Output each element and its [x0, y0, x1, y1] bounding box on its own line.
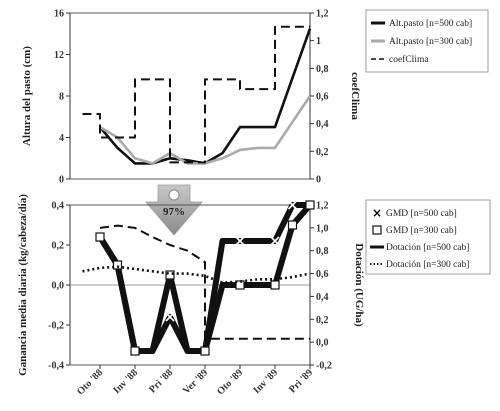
- bottom-x-tick-label: Pri '88: [147, 367, 175, 395]
- arrow-percent-label: 97%: [163, 206, 185, 218]
- legend-label-gmd-500: GMD [n=500 cab]: [386, 209, 457, 219]
- top-right-ticks: 0 0,2 0,4 0,6 0,8 1 1,2: [310, 9, 329, 186]
- bottom-right-tick-label: 0,8: [316, 246, 329, 257]
- top-right-tick-label: 0,2: [316, 147, 329, 158]
- top-left-tick-label: 16: [54, 9, 64, 20]
- top-series-line-0: [99, 28, 312, 165]
- top-right-axis-label: coefClima: [349, 72, 361, 120]
- bottom-chart: -0,4 -0,2 0,0 0,2 0,4 -0,2 0,0 0,2 0,4 0,6 0,8 1,0…: [17, 194, 491, 397]
- top-series-line-2: [82, 25, 310, 164]
- top-series-line-1: [99, 95, 312, 165]
- legend-label-dot-300: Dotación [n=300 cab]: [386, 260, 469, 270]
- top-left-tick-label: 8: [59, 92, 64, 103]
- legend-label-dot-500: Dotación [n=500 cab]: [386, 243, 469, 253]
- legend-label-gmd-300: GMD [n=300 cab]: [386, 226, 457, 236]
- top-series-group: [82, 25, 312, 165]
- top-legend-box: [365, 9, 489, 73]
- legend-label-coefclima: coefClima: [389, 54, 429, 65]
- top-right-tick-label: 1: [316, 36, 321, 47]
- top-plot-area: [69, 12, 311, 180]
- bottom-legend: × GMD [n=500 cab] GMD [n=300 cab] Dotaci…: [365, 199, 491, 275]
- bottom-marker-square: [112, 260, 123, 270]
- top-left-axis-label: Altura del pasto (cm): [21, 46, 33, 146]
- bottom-right-tick-label: 1,2: [316, 201, 329, 212]
- bottom-marker-x: [235, 236, 245, 246]
- bottom-series-group: [82, 200, 315, 356]
- bottom-marker-square: [95, 232, 105, 242]
- bottom-right-ticks: -0,2 0,0 0,2 0,4 0,6 0,8 1,0 1,2: [310, 201, 332, 372]
- bottom-x-tick-label: Oto '89: [215, 367, 245, 397]
- bottom-marker-x: [270, 236, 280, 246]
- bottom-x-tick-label: Inv '88: [111, 367, 140, 396]
- bottom-left-tick-label: 0,4: [52, 201, 65, 212]
- bottom-marker-square: [130, 346, 140, 356]
- down-arrow-icon: [145, 184, 203, 236]
- bottom-marker-square: [200, 346, 210, 356]
- bottom-left-tick-label: 0,0: [52, 281, 65, 292]
- top-right-tick-label: 0,6: [316, 92, 329, 103]
- top-left-tick-label: 4: [59, 133, 64, 144]
- legend-marker-x-icon: ×: [372, 206, 382, 220]
- bottom-right-axis-label: Dotación (UG/ha): [353, 243, 365, 327]
- legend-label-alt-500: Alt.pasto [n=500 cab]: [389, 19, 472, 29]
- bottom-marker-square: [305, 200, 315, 210]
- bottom-x-tick-label: Inv '89: [251, 367, 280, 396]
- bottom-right-tick-label: 0,6: [316, 269, 329, 280]
- bottom-marker-x: [165, 312, 175, 322]
- bottom-right-tick-label: 0,4: [316, 292, 329, 303]
- bottom-right-tick-label: 1,0: [316, 223, 329, 234]
- bottom-marker-square: [287, 220, 298, 230]
- bottom-series-line-2: [99, 224, 310, 340]
- legend-label-alt-300: Alt.pasto [n=300 cab]: [389, 37, 472, 47]
- top-right-tick-label: 0: [316, 175, 321, 186]
- bottom-x-tick-label: Oto '88: [75, 367, 105, 397]
- top-right-tick-label: 0,4: [316, 119, 329, 130]
- top-left-tick-label: 12: [54, 50, 64, 61]
- arrow-indicator: 97%: [145, 184, 203, 236]
- bottom-marker-square: [270, 280, 280, 290]
- legend-marker-square-icon: [372, 225, 382, 235]
- bottom-x-ticks: Oto '88 Inv '88 Pri '88 Ver '89 Oto '89 Inv '…: [75, 365, 315, 397]
- arrow-badge-icon: [168, 189, 180, 201]
- bottom-left-tick-label: -0,2: [48, 321, 64, 332]
- bottom-x-tick-label: Ver '89: [181, 367, 210, 396]
- bottom-left-axis-label: Ganancia media diaria (kg/cabeza/día): [17, 194, 29, 376]
- top-chart: 0 4 8 12 16 0 0,2 0,4 0,6 0,8 1 1,2 Altura del pas…: [21, 9, 489, 186]
- bottom-marker-x: [287, 200, 298, 210]
- top-left-tick-label: 0: [59, 175, 64, 186]
- bottom-right-tick-label: -0,2: [316, 361, 332, 372]
- bottom-left-tick-label: 0,2: [52, 241, 65, 252]
- bottom-right-tick-label: 0,2: [316, 315, 329, 326]
- bottom-x-tick-label: Pri '89: [287, 367, 315, 395]
- top-left-ticks: 0 4 8 12 16: [54, 9, 70, 186]
- top-legend: Alt.pasto [n=500 cab] Alt.pasto [n=300 c…: [365, 9, 489, 73]
- bottom-left-ticks: -0,4 -0,2 0,0 0,2 0,4: [48, 201, 70, 372]
- bottom-left-tick-label: -0,4: [48, 361, 64, 372]
- bottom-marker-square: [165, 270, 175, 280]
- top-right-tick-label: 0,8: [316, 64, 329, 75]
- top-right-tick-label: 1,2: [316, 9, 329, 20]
- bottom-right-tick-label: 0,0: [316, 338, 329, 349]
- bottom-marker-square: [235, 280, 245, 290]
- bottom-legend-box: [365, 199, 491, 275]
